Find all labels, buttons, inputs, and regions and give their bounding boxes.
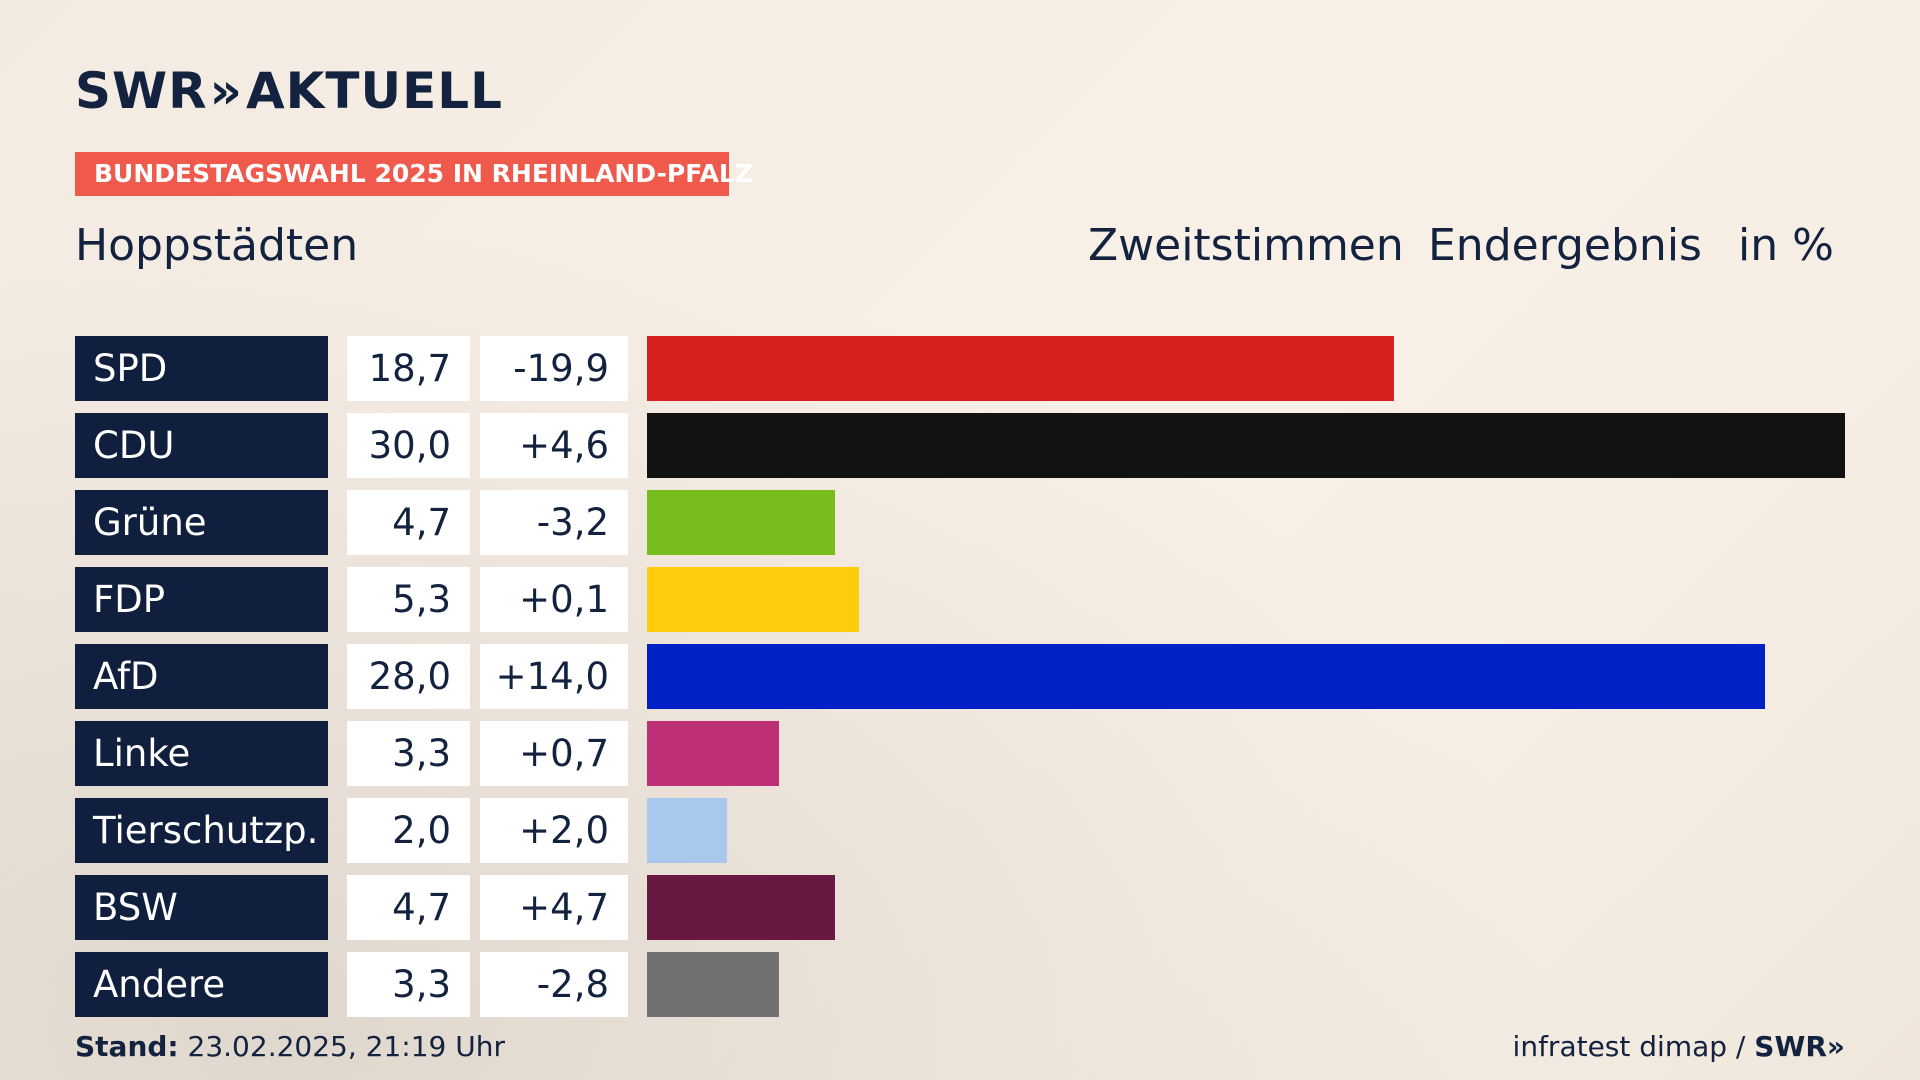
result-bar [647,644,1765,709]
share-value: 2,0 [347,798,470,863]
change-value: -2,8 [480,952,628,1017]
change-value: +0,1 [480,567,628,632]
result-bar [647,875,835,940]
share-value: 28,0 [347,644,470,709]
result-bar [647,721,779,786]
result-status-label: Endergebnis [1428,220,1702,271]
chart-row: BSW 4,7 +4,7 [0,875,1920,940]
result-bar [647,336,1394,401]
source-chevrons-icon: » [1826,1030,1845,1063]
party-label: FDP [75,567,328,632]
source-brand: SWR [1754,1030,1827,1063]
share-value: 4,7 [347,490,470,555]
vote-type-label: Zweitstimmen [1088,220,1404,271]
stand-label: Stand: [75,1030,179,1063]
party-label: SPD [75,336,328,401]
chart-row: Andere 3,3 -2,8 [0,952,1920,1017]
party-label: Grüne [75,490,328,555]
chart-row: Linke 3,3 +0,7 [0,721,1920,786]
change-value: +14,0 [480,644,628,709]
change-value: +4,6 [480,413,628,478]
change-value: +4,7 [480,875,628,940]
share-value: 3,3 [347,952,470,1017]
change-value: -19,9 [480,336,628,401]
result-bar [647,413,1845,478]
share-value: 5,3 [347,567,470,632]
share-value: 30,0 [347,413,470,478]
chart-row: Grüne 4,7 -3,2 [0,490,1920,555]
result-bar [647,567,859,632]
swr-aktuell-logo: SWR» AKTUELL [75,62,503,120]
share-value: 4,7 [347,875,470,940]
change-value: +0,7 [480,721,628,786]
unit-label: in % [1738,220,1834,271]
party-label: BSW [75,875,328,940]
event-badge: BUNDESTAGSWAHL 2025 IN RHEINLAND-PFALZ [75,152,753,196]
source-text: infratest dimap / [1512,1030,1746,1063]
stand-value: 23.02.2025, 21:19 Uhr [187,1030,505,1063]
footer-timestamp: Stand: 23.02.2025, 21:19 Uhr [75,1030,505,1063]
chart-row: FDP 5,3 +0,1 [0,567,1920,632]
party-label: Andere [75,952,328,1017]
change-value: +2,0 [480,798,628,863]
party-label: AfD [75,644,328,709]
result-bar [647,952,779,1017]
place-title: Hoppstädten [75,220,359,271]
logo-chevrons-icon: » [209,62,242,120]
result-bar [647,490,835,555]
result-bar [647,798,727,863]
party-label: Linke [75,721,328,786]
footer-source: infratest dimap / SWR» [1513,1030,1845,1063]
share-value: 3,3 [347,721,470,786]
chart-row: AfD 28,0 +14,0 [0,644,1920,709]
logo-suffix: AKTUELL [245,62,504,120]
party-label: Tierschutzp. [75,798,328,863]
change-value: -3,2 [480,490,628,555]
party-label: CDU [75,413,328,478]
share-value: 18,7 [347,336,470,401]
chart-row: SPD 18,7 -19,9 [0,336,1920,401]
chart-row: Tierschutzp. 2,0 +2,0 [0,798,1920,863]
logo-text: SWR [75,62,208,120]
chart-row: CDU 30,0 +4,6 [0,413,1920,478]
